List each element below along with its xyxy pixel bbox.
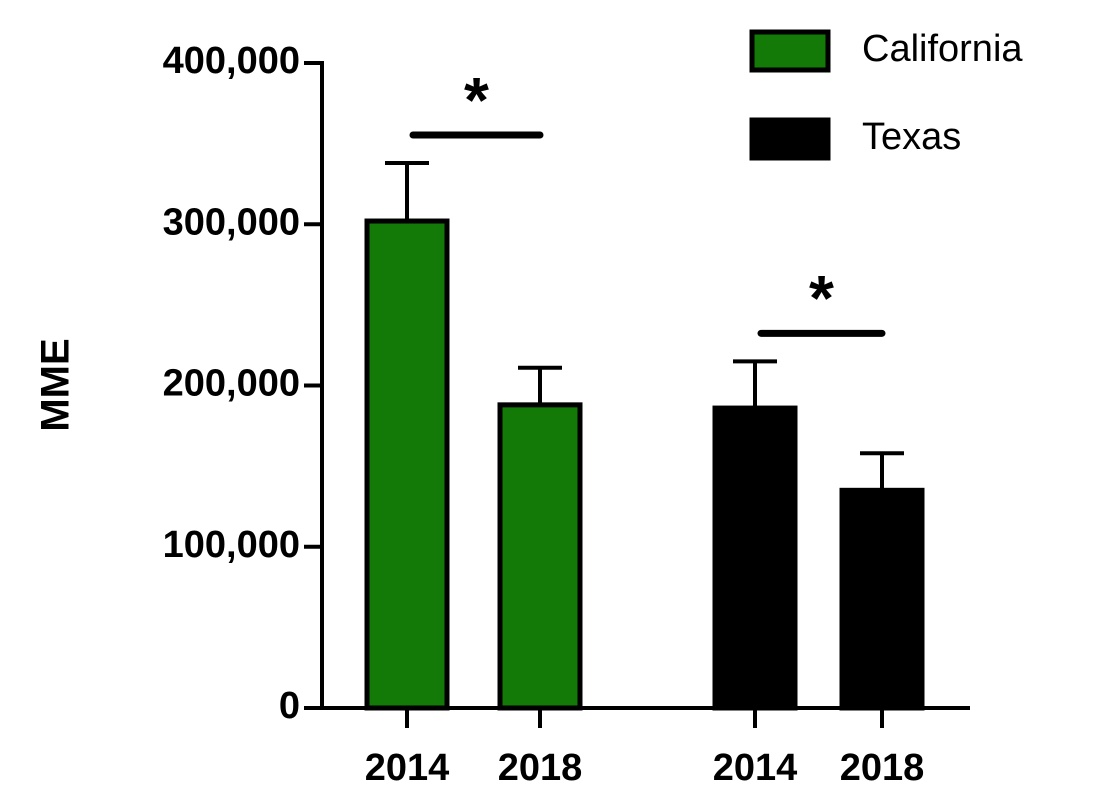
legend-swatch (749, 117, 831, 161)
y-tick-label: 200,000 (163, 363, 300, 405)
x-tick-label: 2014 (713, 747, 798, 789)
x-tick-label: 2014 (365, 747, 450, 789)
error-bar (860, 451, 904, 491)
error-bar (385, 160, 429, 222)
legend-swatch (749, 29, 831, 73)
y-tick-label: 400,000 (163, 40, 300, 82)
legend-label: California (862, 28, 1023, 70)
x-tick-label: 2018 (498, 747, 583, 789)
significance-marker: * (464, 64, 489, 136)
y-tick-label: 100,000 (163, 524, 300, 566)
y-tick-label: 300,000 (163, 201, 300, 243)
bar (364, 218, 450, 711)
significance-marker: * (809, 262, 834, 334)
bar (839, 487, 925, 711)
legend-label: Texas (862, 116, 961, 158)
x-tick-label: 2018 (840, 747, 925, 789)
bar (497, 402, 583, 711)
bar (712, 405, 798, 711)
error-bar (518, 365, 562, 405)
error-bar (733, 359, 777, 409)
y-tick-label: 0 (279, 685, 300, 727)
y-axis-label: MME (34, 338, 78, 431)
